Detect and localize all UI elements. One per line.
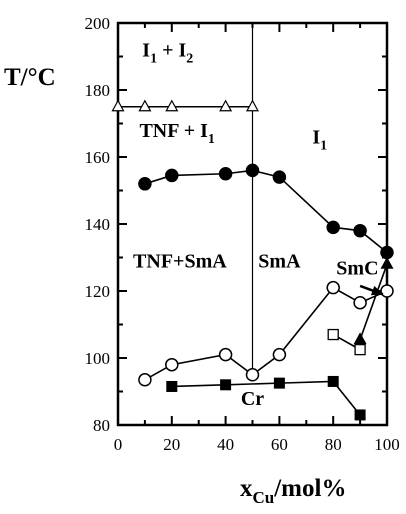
x-axis-title: xCu/mol% bbox=[240, 475, 346, 507]
open-circle-point bbox=[138, 373, 152, 387]
y-tick-label: 80 bbox=[93, 416, 110, 435]
series-line bbox=[144, 169, 388, 254]
open-circle-point bbox=[165, 357, 179, 372]
open-triangle-point bbox=[219, 99, 233, 112]
region-label-text: SmC bbox=[336, 257, 378, 279]
annotation-arrow-layer bbox=[359, 284, 384, 296]
open-triangle-point bbox=[138, 99, 152, 112]
region-label-subscript: 1 bbox=[208, 132, 215, 147]
series-line bbox=[359, 263, 388, 340]
region-label: Cr bbox=[241, 388, 264, 410]
x-tick-label: 60 bbox=[271, 435, 288, 454]
y-tick-label: 200 bbox=[85, 14, 111, 33]
filled-square-point bbox=[273, 377, 285, 389]
filled-circle-point bbox=[380, 245, 394, 260]
x-axis-title-unit: /mol% bbox=[273, 475, 346, 502]
open-circle-point bbox=[272, 347, 287, 362]
region-label-text: TNF + I bbox=[139, 120, 208, 142]
region-label-text: + I bbox=[157, 40, 186, 62]
filled-square-point bbox=[166, 380, 178, 392]
y-axis-title: T/°C bbox=[4, 64, 56, 91]
x-tick-label: 80 bbox=[325, 435, 342, 454]
region-label-text: I bbox=[142, 40, 150, 62]
x-axis-title-main: x bbox=[240, 475, 253, 502]
open-square-point bbox=[327, 328, 339, 341]
filled-circle-point bbox=[272, 170, 287, 184]
open-circle-point bbox=[245, 368, 260, 382]
open-circle-point bbox=[380, 284, 394, 298]
x-tick-label: 20 bbox=[163, 435, 180, 454]
open-triangle-point bbox=[245, 99, 260, 112]
series-line bbox=[144, 286, 388, 381]
open-circle-point bbox=[326, 280, 340, 295]
region-label-text: TNF+SmA bbox=[133, 251, 227, 273]
region-label-subscript: 2 bbox=[186, 52, 193, 67]
open-circle-point bbox=[218, 347, 233, 362]
filled-circle-point bbox=[165, 168, 179, 183]
open-square-point bbox=[354, 343, 366, 356]
region-label-text: SmA bbox=[258, 251, 301, 273]
filled-circle-point bbox=[218, 167, 233, 181]
annotation-arrow-head bbox=[370, 285, 383, 296]
x-tick-label: 0 bbox=[114, 435, 123, 454]
filled-square-point bbox=[327, 375, 339, 387]
x-axis-title-subscript: Cu bbox=[253, 488, 275, 507]
region-label: TNF+SmA bbox=[133, 251, 227, 273]
x-tick-label: 40 bbox=[217, 435, 234, 454]
region-label: I1 bbox=[312, 127, 327, 154]
region-label-text: I bbox=[312, 127, 320, 149]
open-circle-point bbox=[353, 295, 367, 310]
region-label: I1 + I2 bbox=[142, 40, 193, 67]
filled-circle-point bbox=[138, 177, 152, 191]
y-tick-label: 140 bbox=[85, 215, 111, 234]
series-markers bbox=[111, 99, 394, 421]
y-tick-label: 120 bbox=[85, 282, 111, 301]
region-label-subscript: 1 bbox=[320, 139, 327, 154]
x-tick-label: 100 bbox=[374, 435, 400, 454]
y-tick-label: 180 bbox=[85, 81, 111, 100]
region-label-subscript: 1 bbox=[150, 52, 157, 67]
filled-circle-point bbox=[245, 163, 260, 178]
region-label: TNF + I1 bbox=[139, 120, 214, 147]
filled-triangle-point bbox=[353, 332, 367, 345]
filled-square-point bbox=[354, 409, 366, 421]
filled-circle-point bbox=[326, 220, 340, 235]
open-triangle-point bbox=[111, 99, 125, 112]
region-label: SmA bbox=[258, 251, 301, 273]
filled-circle-point bbox=[353, 223, 367, 238]
filled-triangle-point bbox=[380, 256, 394, 269]
filled-square-point bbox=[220, 379, 232, 391]
y-axis-ticks: 80 100 120 140 160 180 200 bbox=[85, 14, 387, 435]
region-label-text: Cr bbox=[241, 388, 264, 410]
region-label: SmC bbox=[336, 257, 378, 279]
y-tick-label: 160 bbox=[85, 148, 111, 167]
open-triangle-point bbox=[165, 99, 179, 112]
y-tick-label: 100 bbox=[85, 349, 111, 368]
